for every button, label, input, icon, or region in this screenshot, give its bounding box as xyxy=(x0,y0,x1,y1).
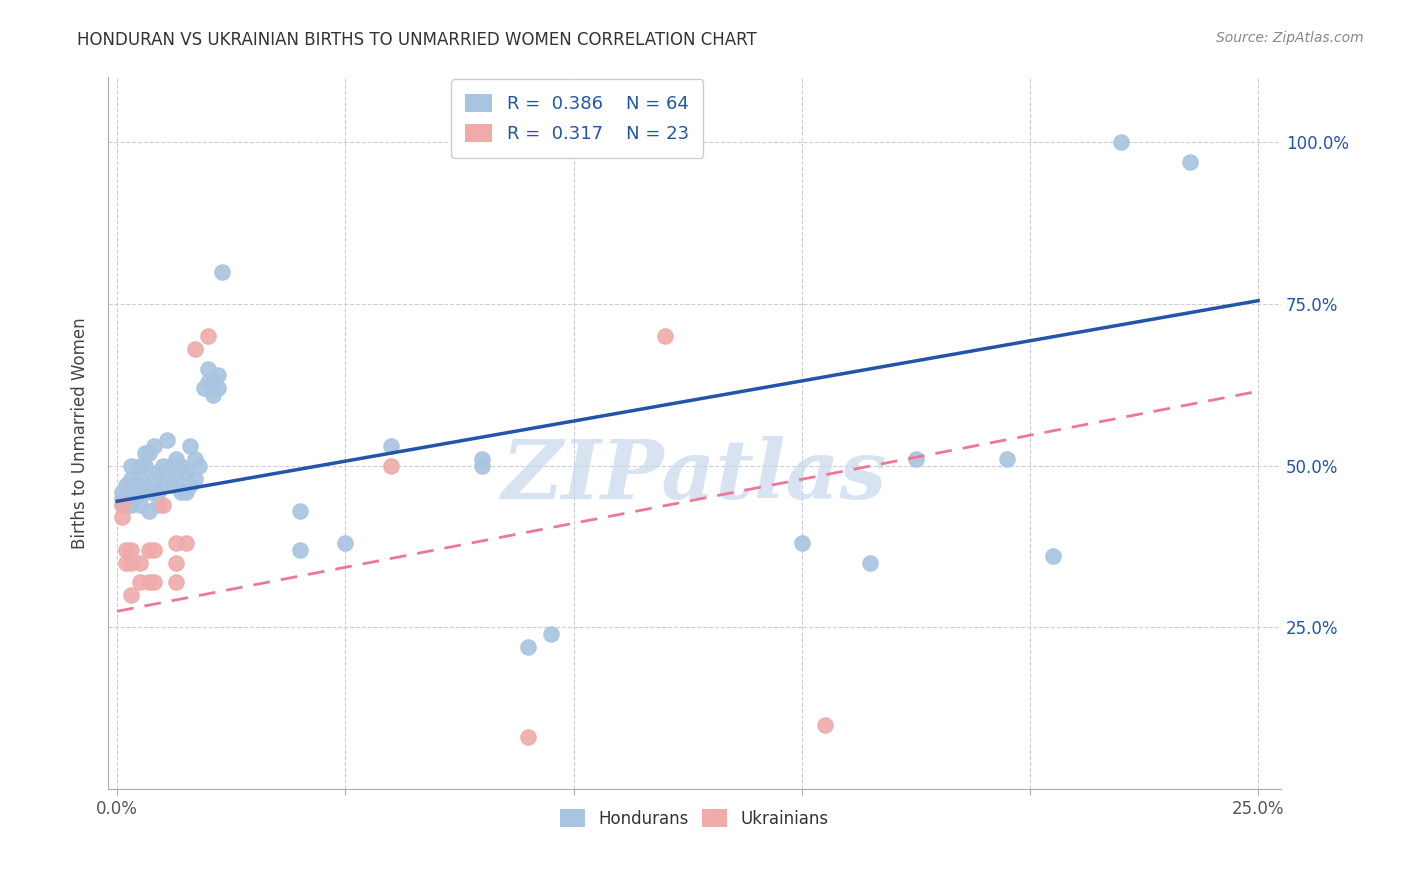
Point xyxy=(138,484,160,499)
Point xyxy=(207,381,229,395)
Point xyxy=(183,452,205,467)
Point xyxy=(142,542,165,557)
Point xyxy=(115,542,138,557)
Point xyxy=(193,381,215,395)
Point xyxy=(120,472,142,486)
Point xyxy=(115,498,138,512)
Point xyxy=(540,627,562,641)
Point xyxy=(129,575,152,590)
Point xyxy=(201,375,224,389)
Point xyxy=(120,484,142,499)
Point xyxy=(904,452,927,467)
Point xyxy=(156,433,179,447)
Point xyxy=(335,536,357,550)
Point xyxy=(124,491,146,505)
Point xyxy=(129,484,152,499)
Point xyxy=(160,458,183,473)
Point xyxy=(471,458,494,473)
Point xyxy=(170,484,193,499)
Point xyxy=(174,484,197,499)
Point xyxy=(179,439,201,453)
Text: HONDURAN VS UKRAINIAN BIRTHS TO UNMARRIED WOMEN CORRELATION CHART: HONDURAN VS UKRAINIAN BIRTHS TO UNMARRIE… xyxy=(77,31,756,49)
Point xyxy=(471,452,494,467)
Point xyxy=(197,361,219,376)
Point xyxy=(211,264,233,278)
Point xyxy=(138,542,160,557)
Point xyxy=(165,536,187,550)
Point xyxy=(174,536,197,550)
Point xyxy=(188,458,211,473)
Point xyxy=(134,478,156,492)
Point xyxy=(120,458,142,473)
Point xyxy=(129,556,152,570)
Point xyxy=(790,536,813,550)
Point xyxy=(288,504,311,518)
Point xyxy=(179,478,201,492)
Point xyxy=(111,484,134,499)
Point xyxy=(115,478,138,492)
Point xyxy=(142,439,165,453)
Point xyxy=(124,484,146,499)
Point xyxy=(148,484,170,499)
Point xyxy=(134,446,156,460)
Point xyxy=(207,368,229,383)
Point xyxy=(152,498,174,512)
Point xyxy=(142,575,165,590)
Point xyxy=(134,458,156,473)
Point xyxy=(138,504,160,518)
Point xyxy=(165,556,187,570)
Point xyxy=(129,458,152,473)
Point xyxy=(148,498,170,512)
Y-axis label: Births to Unmarried Women: Births to Unmarried Women xyxy=(72,318,89,549)
Point xyxy=(152,478,174,492)
Point xyxy=(859,556,882,570)
Point xyxy=(148,465,170,479)
Point xyxy=(120,542,142,557)
Point xyxy=(183,472,205,486)
Point xyxy=(197,329,219,343)
Point xyxy=(111,498,134,512)
Point xyxy=(142,472,165,486)
Point xyxy=(813,717,835,731)
Point xyxy=(111,491,134,505)
Point xyxy=(516,640,538,654)
Point xyxy=(160,478,183,492)
Point xyxy=(115,491,138,505)
Point xyxy=(165,472,187,486)
Point xyxy=(124,478,146,492)
Point xyxy=(183,342,205,356)
Point xyxy=(138,575,160,590)
Point xyxy=(654,329,676,343)
Point xyxy=(516,731,538,745)
Point xyxy=(165,452,187,467)
Point xyxy=(120,498,142,512)
Point xyxy=(111,498,134,512)
Point xyxy=(165,575,187,590)
Point xyxy=(380,458,402,473)
Point xyxy=(115,556,138,570)
Point xyxy=(201,387,224,401)
Point xyxy=(170,458,193,473)
Point xyxy=(111,510,134,524)
Text: Source: ZipAtlas.com: Source: ZipAtlas.com xyxy=(1216,31,1364,45)
Legend: Hondurans, Ukrainians: Hondurans, Ukrainians xyxy=(554,803,835,834)
Point xyxy=(174,465,197,479)
Point xyxy=(129,472,152,486)
Point xyxy=(995,452,1018,467)
Point xyxy=(288,542,311,557)
Point xyxy=(129,498,152,512)
Point xyxy=(138,446,160,460)
Point xyxy=(152,458,174,473)
Point xyxy=(197,375,219,389)
Point xyxy=(1042,549,1064,564)
Point xyxy=(156,465,179,479)
Point xyxy=(120,588,142,602)
Point xyxy=(120,556,142,570)
Point xyxy=(380,439,402,453)
Point xyxy=(1178,154,1201,169)
Text: ZIPatlas: ZIPatlas xyxy=(502,436,887,516)
Point xyxy=(1109,135,1132,149)
